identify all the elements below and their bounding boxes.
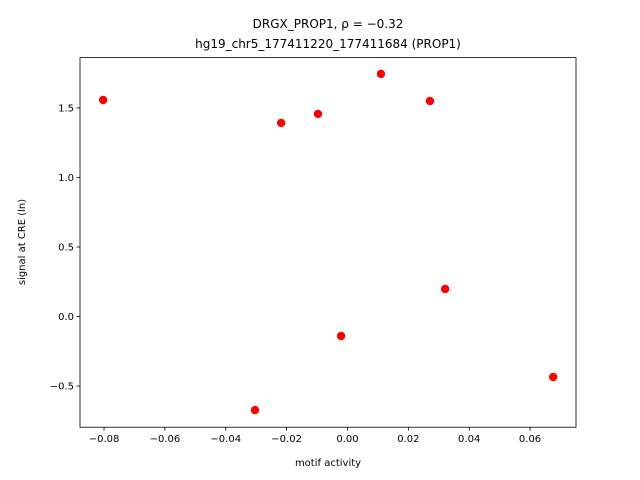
plot-frame [79, 57, 577, 428]
chart-title: DRGX_PROP1, ρ = −0.32 [253, 17, 404, 31]
y-axis-label: signal at CRE (ln) [17, 199, 28, 285]
point [440, 284, 450, 294]
x-tick-label: −0.06 [150, 434, 181, 445]
point [276, 118, 286, 128]
y-tick-label: 1.5 [58, 103, 74, 114]
point [250, 405, 260, 415]
point [425, 96, 435, 106]
y-tick-label: 0.0 [58, 312, 74, 323]
chart-subtitle: hg19_chr5_177411220_177411684 (PROP1) [195, 37, 461, 51]
y-tick-label: 0.5 [58, 242, 74, 253]
y-tick-label: −0.5 [50, 382, 74, 393]
x-tick-label: −0.02 [271, 434, 302, 445]
point [548, 372, 558, 382]
x-tick-label: 0.06 [519, 434, 541, 445]
x-tick-label: 0.02 [397, 434, 419, 445]
x-tick-label: 0.04 [458, 434, 480, 445]
point [376, 69, 386, 79]
point [98, 95, 108, 105]
point [313, 109, 323, 119]
x-axis-label: motif activity [295, 458, 361, 469]
y-tick-label: 1.0 [58, 173, 74, 184]
x-tick-label: −0.08 [89, 434, 120, 445]
x-tick-label: −0.04 [210, 434, 241, 445]
point [336, 331, 346, 341]
x-tick-label: 0.00 [336, 434, 358, 445]
